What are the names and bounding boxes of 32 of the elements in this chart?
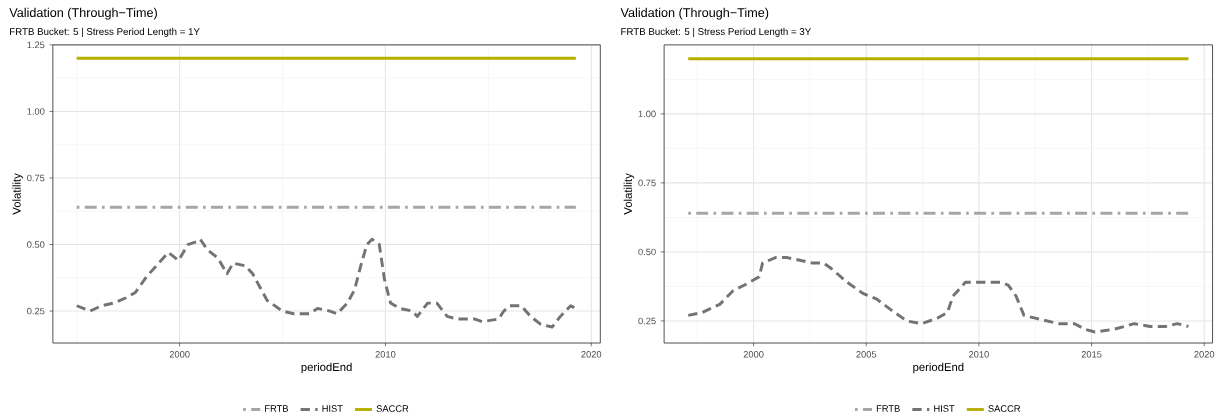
y-tick-label: 1.25 — [27, 41, 45, 49]
y-tick-label: 1.00 — [638, 110, 656, 118]
y-tick-label: 0.25 — [27, 307, 45, 315]
chart-subtitle: FRTB Bucket: 5 | Stress Period Length = 3Y — [621, 27, 811, 37]
x-axis-title: periodEnd — [301, 362, 352, 374]
x-axis-title: periodEnd — [913, 362, 964, 374]
legend-label: FRTB — [876, 405, 900, 412]
legend-label: HIST — [322, 405, 343, 412]
legend-label: SACCR — [988, 405, 1021, 412]
x-tick-label: 2020 — [1194, 351, 1215, 358]
x-tick-label: 2000 — [169, 351, 190, 358]
y-axis-title: Volatility — [12, 173, 23, 215]
x-tick-label: 2010 — [375, 351, 396, 358]
y-tick-label: 1.00 — [27, 108, 45, 115]
y-tick-label: 0.50 — [27, 241, 45, 248]
y-axis-title: Volatility — [623, 173, 635, 215]
line-series — [75, 237, 578, 329]
x-tick-label: 2010 — [969, 351, 989, 358]
y-tick-label: 0.50 — [638, 248, 656, 256]
x-tick-label: 2020 — [581, 351, 602, 358]
legend-label: SACCR — [376, 405, 409, 412]
chart-subtitle: FRTB Bucket: 5 | Stress Period Length = 1Y — [10, 27, 200, 37]
chart-title: Validation (Through−Time) — [620, 7, 769, 20]
y-tick-label: 0.75 — [27, 174, 45, 182]
x-tick-label: 2000 — [743, 351, 764, 358]
x-tick-label: 2005 — [856, 351, 877, 358]
y-tick-label: 0.25 — [638, 317, 656, 325]
chart-title: Validation (Through−Time) — [9, 7, 157, 20]
y-tick-label: 0.75 — [638, 179, 656, 187]
x-tick-label: 2015 — [1081, 351, 1102, 358]
legend-label: HIST — [934, 405, 955, 412]
legend-label: FRTB — [265, 405, 288, 412]
